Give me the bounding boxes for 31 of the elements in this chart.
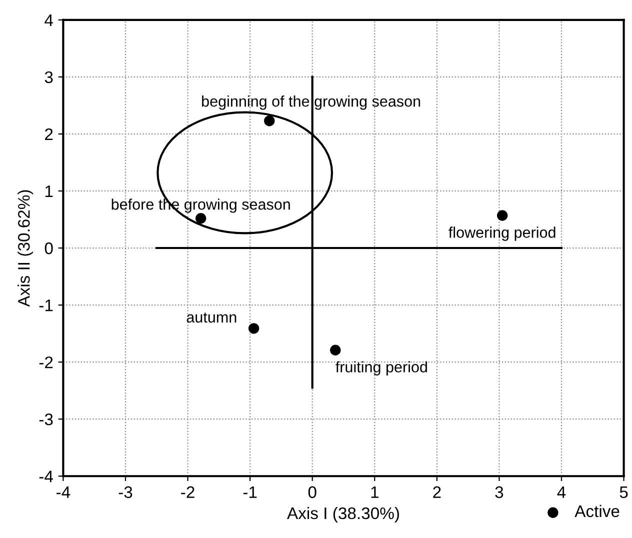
- x-tick-label: -3: [118, 486, 132, 498]
- point: [496, 210, 508, 221]
- y-tick-label: 2: [45, 128, 53, 140]
- y-axis-title: Axis II (30.62%): [18, 190, 34, 307]
- x-tick-label: 3: [495, 486, 504, 498]
- annotation: flowering period: [448, 226, 556, 241]
- x-tick-label: -1: [243, 486, 257, 498]
- x-axis-title: Axis I (38.30%): [287, 506, 399, 522]
- x-tick-label: -2: [181, 486, 194, 498]
- point: [248, 323, 260, 334]
- x-tick-label: 5: [620, 486, 628, 498]
- point: [330, 344, 341, 356]
- x-tick-label: 4: [557, 486, 566, 498]
- y-tick-label: -1: [39, 300, 53, 312]
- point: [264, 115, 275, 126]
- y-tick-label: -3: [39, 414, 53, 426]
- y-tick-label: -2: [39, 356, 53, 368]
- annotation: beginning of the growing season: [202, 95, 420, 110]
- annotation: fruiting period: [336, 361, 427, 376]
- point: [196, 213, 206, 224]
- legend-label: Active: [574, 504, 620, 518]
- annotation: autumn: [186, 312, 236, 323]
- x-tick-label: -4: [56, 486, 70, 498]
- x-tick-label: 1: [371, 486, 378, 498]
- y-tick-label: 1: [45, 186, 53, 198]
- x-tick-label: 0: [308, 486, 316, 498]
- y-tick-label: 4: [44, 14, 53, 26]
- y-tick-label: 0: [44, 242, 53, 254]
- y-tick-label: -4: [39, 470, 53, 482]
- x-tick-label: 2: [433, 486, 441, 498]
- y-tick-label: 3: [44, 71, 53, 84]
